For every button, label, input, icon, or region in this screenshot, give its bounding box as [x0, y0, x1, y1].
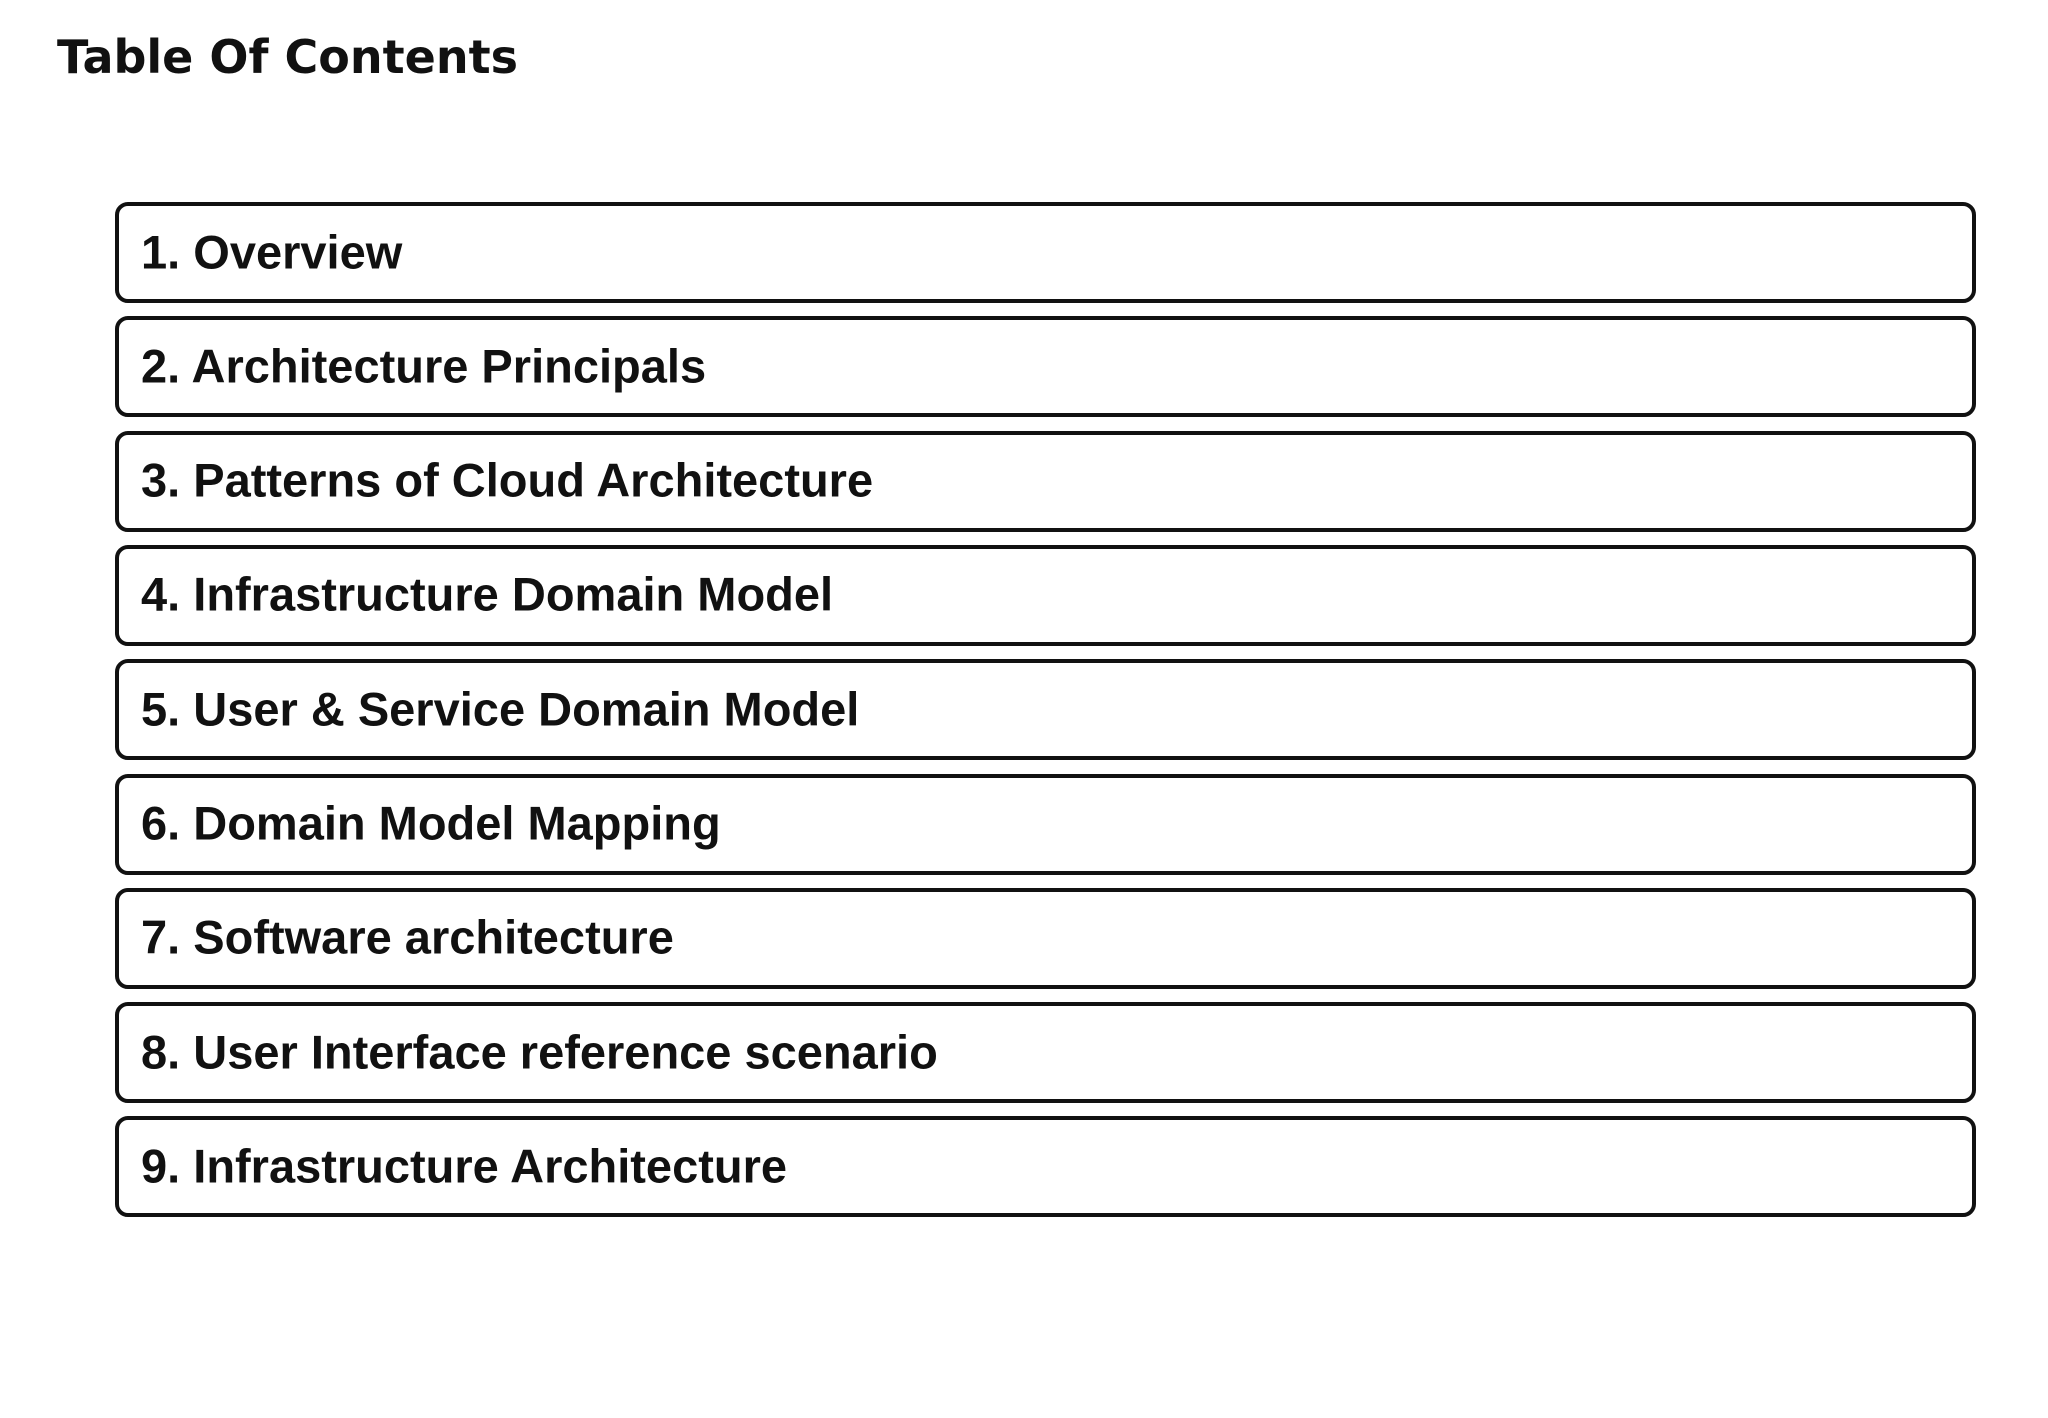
- toc-item-label: 2. Architecture Principals: [141, 339, 707, 393]
- toc-item[interactable]: 3. Patterns of Cloud Architecture: [115, 430, 1976, 532]
- toc-item-label: 9. Infrastructure Architecture: [141, 1139, 787, 1193]
- toc-item-label: 6. Domain Model Mapping: [141, 796, 721, 850]
- toc-item[interactable]: 7. Software architecture: [115, 887, 1976, 989]
- toc-item-label: 4. Infrastructure Domain Model: [141, 567, 834, 621]
- toc-item-label: 7. Software architecture: [141, 910, 674, 964]
- toc-item[interactable]: 1. Overview: [115, 202, 1976, 303]
- toc-item-label: 1. Overview: [141, 224, 403, 278]
- toc-item-label: 3. Patterns of Cloud Architecture: [141, 453, 874, 507]
- toc-item[interactable]: 4. Infrastructure Domain Model: [115, 544, 1976, 646]
- toc-item-label: 5. User & Service Domain Model: [141, 682, 860, 736]
- toc-item[interactable]: 5. User & Service Domain Model: [115, 659, 1976, 761]
- toc-item-label: 8. User Interface reference scenario: [141, 1024, 938, 1078]
- toc-item[interactable]: 2. Architecture Principals: [115, 316, 1976, 418]
- toc-item[interactable]: 6. Domain Model Mapping: [115, 773, 1976, 875]
- page-title: Table Of Contents: [57, 30, 518, 84]
- toc-item[interactable]: 9. Infrastructure Architecture: [115, 1116, 1976, 1218]
- toc-item[interactable]: 8. User Interface reference scenario: [115, 1002, 1976, 1104]
